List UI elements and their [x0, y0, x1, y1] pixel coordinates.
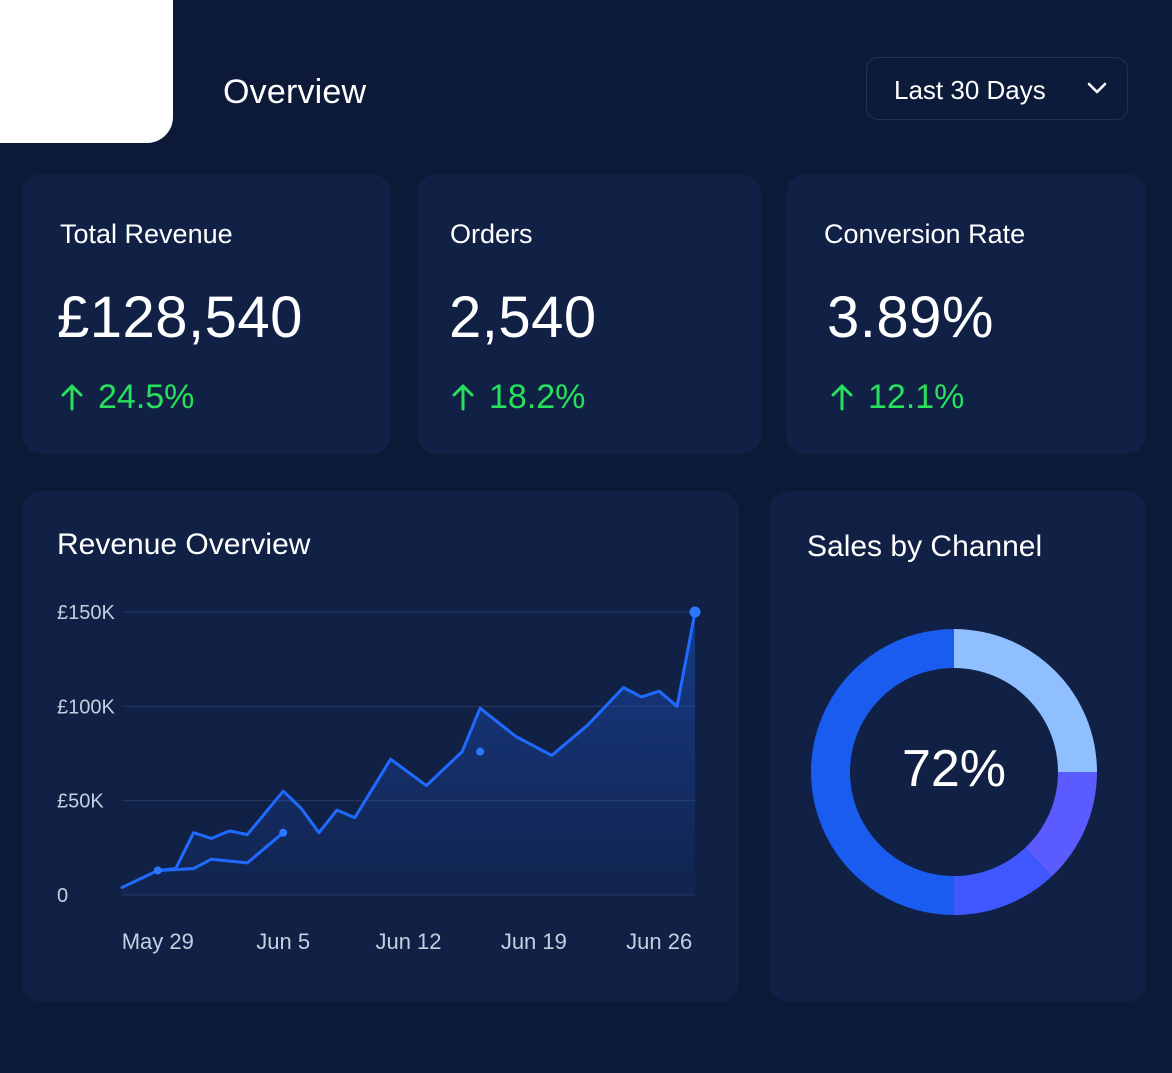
page-title: Overview [223, 73, 367, 111]
arrow-up-icon [831, 384, 853, 411]
sales-by-channel-donut [811, 629, 1097, 915]
stat-change-value: 24.5% [98, 378, 195, 416]
revenue-line [120, 610, 697, 889]
x-tick-label: Jun 5 [256, 929, 310, 954]
stat-change: 18.2% [451, 377, 585, 417]
stat-label: Conversion Rate [824, 219, 1026, 249]
chevron-down-icon [1087, 82, 1107, 94]
donut-center-label: 72% [901, 740, 1007, 798]
data-point [153, 866, 162, 875]
stat-change-value: 12.1% [868, 378, 965, 416]
arrow-up-icon [61, 384, 83, 411]
date-range-value: Last 30 Days [894, 75, 1046, 105]
date-range-select[interactable]: Last 30 Days [866, 57, 1128, 120]
stat-label: Total Revenue [60, 219, 233, 249]
x-tick-label: Jun 19 [501, 929, 567, 954]
x-tick-label: Jun 26 [626, 929, 692, 954]
sales-by-channel-title: Sales by Channel [807, 530, 1043, 563]
y-tick-label: £150K [57, 602, 115, 624]
stat-card-orders: Orders 2,540 18.2% [417, 174, 761, 454]
revenue-area [122, 612, 695, 895]
stat-value: £128,540 [57, 285, 303, 350]
stat-change-value: 18.2% [489, 378, 586, 416]
donut-slice [811, 629, 954, 915]
y-tick-label: 0 [57, 885, 68, 907]
data-point [279, 828, 288, 837]
stat-label: Orders [450, 219, 533, 249]
sales-by-channel-card: Sales by Channel 72% [769, 491, 1146, 1002]
revenue-chart: 0 £50K £100K £150K May 29 Jun 5 Jun 12 Jun 19 Ju… [57, 602, 701, 954]
stat-value: 3.89% [827, 285, 994, 350]
stat-card-conversion-rate: Conversion Rate 3.89% 12.1% [786, 174, 1146, 454]
stat-change: 12.1% [830, 377, 964, 417]
stat-card-total-revenue: Total Revenue £128,540 24.5% [22, 174, 391, 454]
y-tick-label: £100K [57, 696, 115, 718]
stat-value: 2,540 [449, 285, 597, 350]
y-tick-label: £50K [57, 791, 104, 813]
donut-slice [954, 847, 1052, 915]
stat-change: 24.5% [60, 377, 194, 417]
revenue-overview-card: Revenue Overview 0 £50K £100K £150K May 29 Ju… [22, 491, 739, 1002]
arrow-up-icon [452, 384, 474, 411]
donut-slice [1025, 772, 1097, 877]
data-point [689, 606, 701, 618]
revenue-overview-title: Revenue Overview [57, 528, 311, 561]
logo-placeholder [0, 0, 173, 143]
x-tick-label: Jun 12 [375, 929, 441, 954]
data-point [476, 747, 485, 756]
donut-slice [954, 629, 1097, 772]
revenue-line-secondary [156, 831, 285, 872]
x-tick-label: May 29 [122, 929, 194, 954]
